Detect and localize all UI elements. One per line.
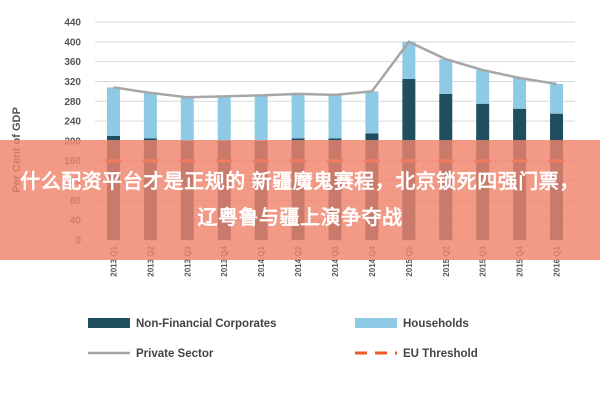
bar-households	[365, 91, 379, 134]
x-tick-label: 2015 Q3	[479, 245, 488, 276]
bar-households	[513, 77, 527, 109]
bar-households	[106, 87, 120, 136]
x-tick-label: 2015 Q4	[516, 245, 525, 276]
legend-non-financial-corporates-swatch	[88, 318, 130, 328]
bar-households	[328, 94, 342, 139]
bar-households	[550, 83, 564, 114]
bar-households	[402, 41, 416, 79]
y-tick-label: 240	[64, 117, 81, 128]
x-tick-label: 2016 Q1	[553, 245, 562, 276]
y-tick-label: 280	[64, 97, 81, 108]
line-private-sector	[113, 40, 557, 99]
bar-households	[254, 95, 268, 141]
bar-households	[291, 93, 305, 139]
x-tick-label: 2013 Q1	[109, 245, 118, 276]
x-tick-label: 2014 Q3	[331, 245, 340, 276]
overlay-text: 什么配资平台才是正规的 新疆魔鬼赛程，北京锁死四强门票，辽粤鲁与疆上演争夺战	[20, 171, 580, 229]
legend: Non-Financial Corporates Households Privat…	[88, 318, 478, 360]
legend-eu-threshold-label: EU Threshold	[403, 348, 478, 360]
y-tick-label: 360	[64, 57, 81, 68]
bar-households	[143, 92, 157, 139]
x-tick-label: 2013 Q3	[183, 245, 192, 276]
y-tick-label: 440	[64, 18, 81, 29]
legend-households-label: Households	[403, 318, 469, 330]
x-tick-label: 2015 Q2	[442, 245, 451, 276]
x-tick-label: 2015 Q1	[405, 245, 414, 276]
x-axis-ticks: 2013 Q1 2013 Q2 2013 Q3 2013 Q4 2014 Q1 2014 …	[109, 245, 561, 276]
y-tick-label: 320	[64, 77, 81, 88]
y-tick-label: 400	[64, 37, 81, 48]
x-tick-label: 2014 Q4	[368, 245, 377, 276]
bar-households	[180, 97, 194, 141]
bar-households	[476, 70, 490, 104]
x-tick-label: 2014 Q2	[294, 245, 303, 276]
legend-households-swatch	[355, 318, 397, 328]
x-tick-label: 2013 Q4	[220, 245, 229, 276]
legend-non-financial-corporates-label: Non-Financial Corporates	[136, 318, 277, 330]
overlay-banner: 什么配资平台才是正规的 新疆魔鬼赛程，北京锁死四强门票，辽粤鲁与疆上演争夺战	[0, 140, 600, 260]
x-tick-label: 2013 Q2	[146, 245, 155, 276]
legend-private-sector-label: Private Sector	[136, 348, 214, 360]
x-tick-label: 2014 Q1	[257, 245, 266, 276]
bar-households	[439, 59, 453, 94]
bar-households	[217, 96, 231, 141]
